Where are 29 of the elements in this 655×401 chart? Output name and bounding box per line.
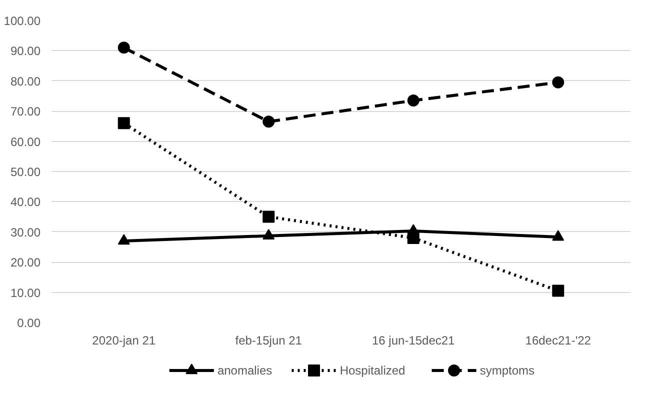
point [552,230,564,241]
y-tick-label: 10.00 [10,286,41,300]
y-tick-label: 60.00 [10,134,41,149]
y-tick-label: 100.00 [4,14,41,28]
y-tick-label: 30.00 [10,225,41,240]
y-tick-label: 40.00 [10,195,41,210]
y-tick-label: 70.00 [10,104,41,119]
y-tick-label: 0.00 [17,316,41,330]
y-tick-label: 20.00 [10,256,41,270]
y-tick-label: 80.00 [10,74,41,88]
x-tick-label: 16dec21-'22 [525,334,592,348]
point [407,94,420,107]
legend-label: symptoms [480,364,535,378]
y-tick-label: 90.00 [10,44,41,58]
x-tick-label: feb-15jun 21 [235,334,302,348]
point [118,117,130,130]
legend-label: Hospitalized [340,364,406,378]
point [118,42,130,54]
point [407,232,420,244]
point [552,284,564,297]
x-tick-label: 16 jun-15dec21 [372,334,456,348]
point [118,234,130,245]
point [262,228,275,240]
x-tick-label: 2020-jan 21 [92,334,156,348]
point [552,76,564,88]
y-tick-label: 50.00 [10,165,41,179]
point [262,116,275,128]
point [262,210,275,223]
legend-label: anomalies [217,364,272,378]
